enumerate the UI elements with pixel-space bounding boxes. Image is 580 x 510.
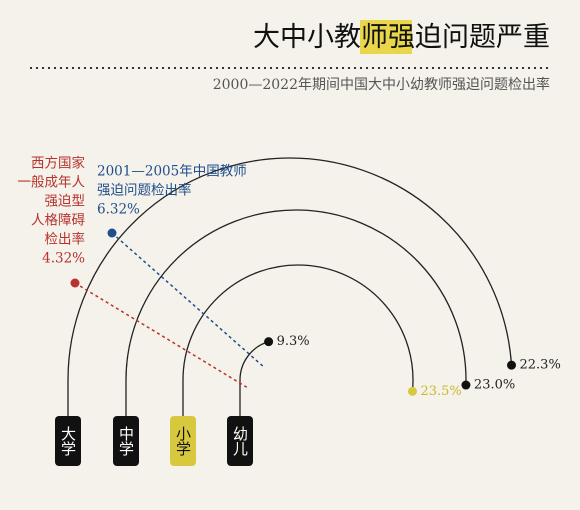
- value-label: 9.3%: [277, 334, 310, 349]
- arc: [182, 264, 414, 420]
- category-label: 幼儿: [231, 426, 249, 457]
- annotation-text: 强迫问题检出率: [97, 182, 192, 199]
- title-part: 大中小教师: [253, 22, 388, 53]
- annotation-text: 西方国家: [31, 155, 85, 172]
- value-label: 23.5%: [420, 384, 461, 399]
- arc-end: [264, 337, 274, 347]
- arc: [125, 209, 467, 420]
- category-label: 中学: [117, 426, 135, 456]
- title-part: 强迫: [388, 22, 442, 53]
- value-label: 23.0%: [474, 378, 515, 393]
- category-box: [113, 416, 139, 466]
- annotation-value: 6.32%: [97, 202, 140, 218]
- annotation-text: 检出率: [45, 231, 86, 248]
- title-highlight: [360, 20, 412, 54]
- value-label: 22.3%: [520, 358, 561, 373]
- annotation-leader: [111, 232, 266, 369]
- category-box: [55, 416, 81, 466]
- category-label: 小学: [174, 426, 192, 456]
- annotation-value: 4.32%: [42, 251, 85, 267]
- category-label: 大学: [59, 426, 77, 456]
- arc: [239, 341, 269, 420]
- annotation-point: [70, 278, 80, 288]
- annotation-text: 人格障碍: [31, 213, 85, 229]
- annotation-point: [107, 228, 117, 238]
- chart-title: 大中小教师强迫问题严重: [253, 22, 550, 53]
- subtitle: 2000—2022年期间中国大中小幼教师强迫问题检出率: [213, 76, 550, 93]
- category-box: [170, 416, 196, 466]
- category-box: [227, 416, 253, 466]
- arc-end: [461, 380, 471, 390]
- annotation-leader: [74, 282, 249, 389]
- arc-end: [407, 386, 417, 396]
- annotation-text: 2001—2005年中国教师: [97, 164, 247, 180]
- annotation-text: 强迫型: [45, 194, 86, 210]
- arc: [67, 157, 513, 420]
- annotation-text: 一般成年人: [18, 175, 86, 191]
- arc-end: [507, 360, 517, 370]
- title-part: 问题严重: [442, 22, 550, 53]
